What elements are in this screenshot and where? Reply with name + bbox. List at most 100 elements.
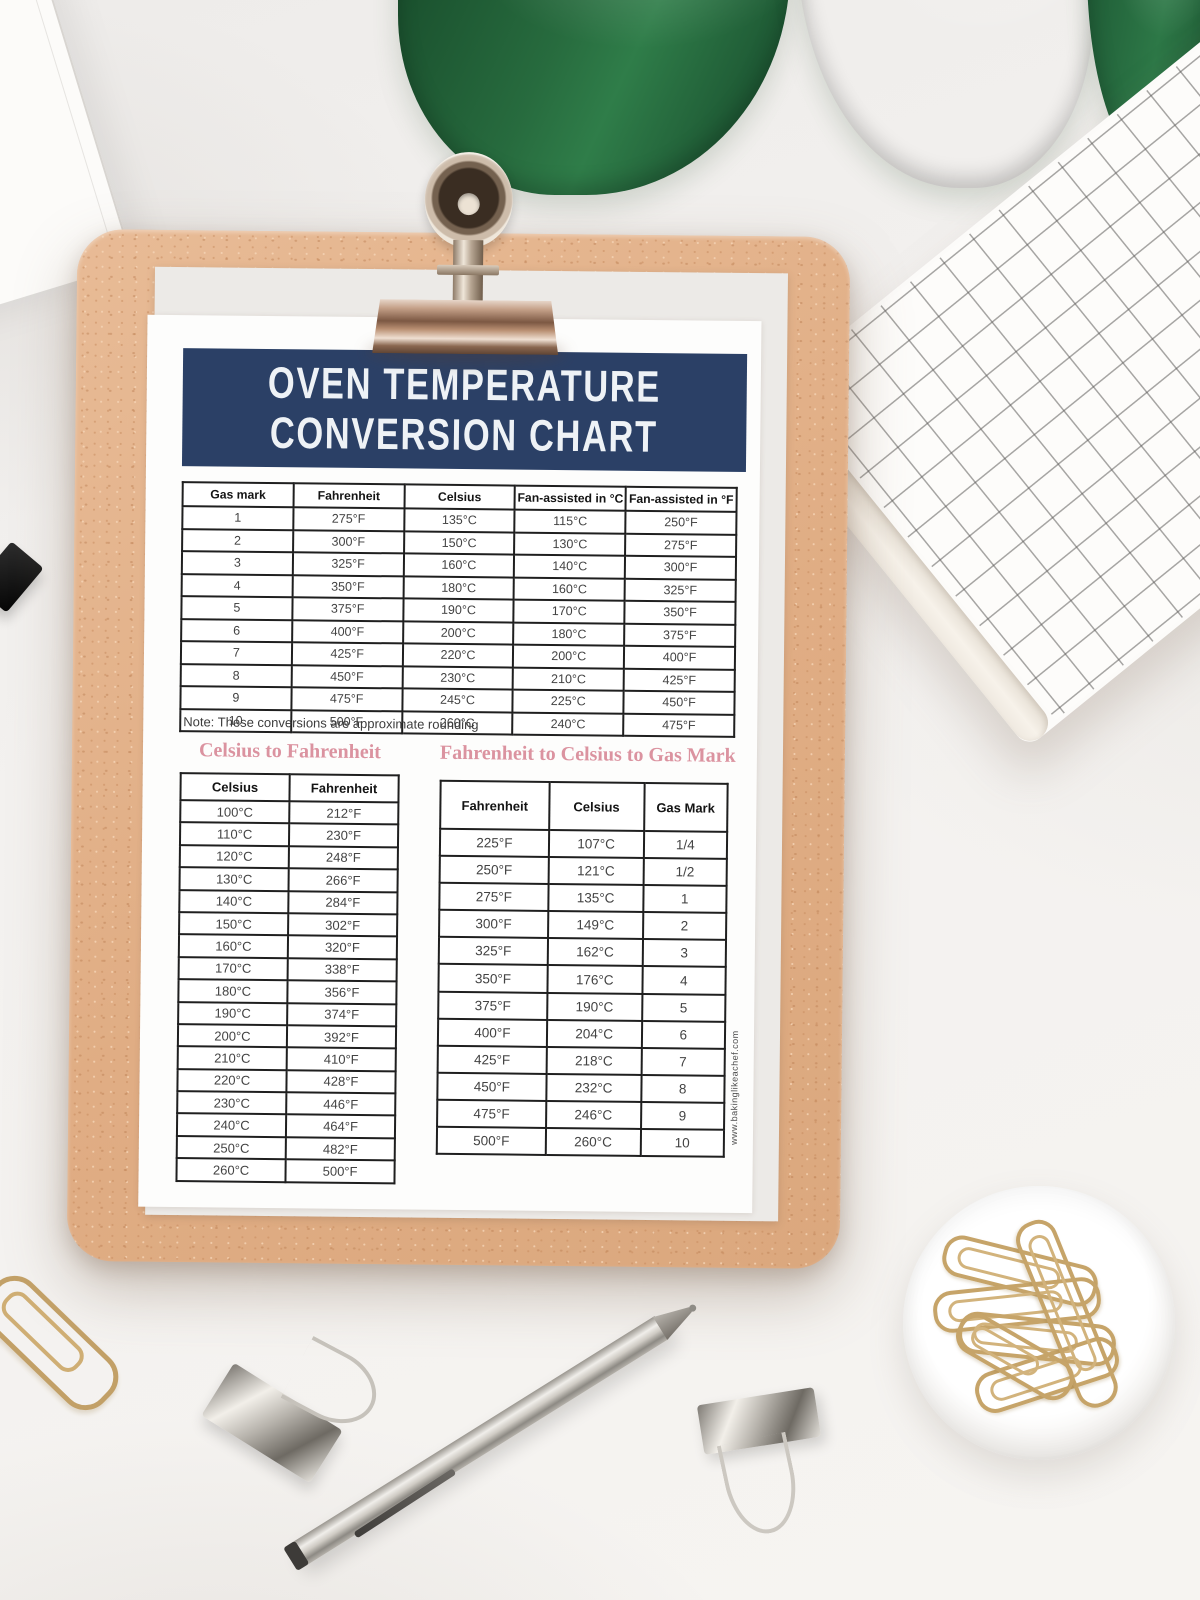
table-cell: 425°F xyxy=(291,642,403,666)
table-cell: 266°F xyxy=(288,868,398,892)
table-cell: 4 xyxy=(181,573,293,598)
table-row: 110°C 230°F xyxy=(179,822,399,848)
table-row: 170°C 338°F xyxy=(178,956,397,982)
table-cell: 200°C xyxy=(513,644,625,669)
table-cell: 4 xyxy=(641,966,726,995)
table-cell: 246°C xyxy=(545,1100,641,1129)
table-cell: 2 xyxy=(642,912,727,941)
column-header: Fan-assisted in °C xyxy=(514,485,626,511)
table-row: 220°C 428°F xyxy=(177,1068,396,1094)
table-cell: 1/2 xyxy=(643,858,727,887)
gas-mark-conversion-table: Gas mark Fahrenheit Celsius Fan-assisted in… xyxy=(179,481,738,738)
table-row: 240°C 464°F xyxy=(176,1113,396,1139)
table-row: 150°C 302°F xyxy=(179,912,398,937)
table-row: 450°F 232°C 8 xyxy=(437,1072,725,1103)
table-cell: 107°C xyxy=(548,829,644,859)
table-cell: 7 xyxy=(180,641,292,665)
table-cell: 220°C xyxy=(402,643,514,668)
table-row: 230°C 446°F xyxy=(177,1091,396,1116)
table-row: 200°C 392°F xyxy=(177,1023,397,1049)
table-cell: 482°F xyxy=(285,1137,395,1161)
bulldog-clip-crossbar xyxy=(436,264,500,276)
column-header: Gas Mark xyxy=(643,782,728,832)
table-cell: 1 xyxy=(642,885,727,914)
table-row: 225°F 107°C 1/4 xyxy=(439,828,728,859)
table-cell: 450°F xyxy=(437,1072,547,1101)
table-cell: 240°C xyxy=(512,712,624,736)
printed-chart-sheet: OVEN TEMPERATURE CONVERSION CHART Gas ma… xyxy=(138,314,762,1214)
table-cell: 3 xyxy=(181,551,293,575)
column-header: Celsius xyxy=(180,773,290,802)
table-cell: 245°C xyxy=(401,688,514,713)
table-cell: 325°F xyxy=(624,578,736,602)
table-cell: 5 xyxy=(181,596,293,620)
table-cell: 130°C xyxy=(179,867,289,891)
table-row: 400°F 204°C 6 xyxy=(437,1018,726,1049)
table-cell: 230°C xyxy=(402,665,514,690)
table-cell: 200°C xyxy=(402,620,514,645)
table-row: 300°F 149°C 2 xyxy=(439,910,727,941)
table-row: 350°F 176°C 4 xyxy=(438,964,726,995)
table-cell: 150°C xyxy=(403,530,515,555)
table-row: 325°F 162°C 3 xyxy=(438,937,727,968)
column-header: Fan-assisted in °F xyxy=(625,486,737,512)
table-cell: 150°C xyxy=(179,912,289,936)
celsius-to-fahrenheit-heading: Celsius to Fahrenheit xyxy=(198,739,381,764)
table-cell: 425°F xyxy=(623,668,735,692)
table-cell: 212°F xyxy=(289,801,399,825)
table-cell: 400°F xyxy=(437,1018,547,1047)
table-cell: 248°F xyxy=(288,846,398,870)
table-cell: 338°F xyxy=(287,957,397,982)
table-row: 260°C 500°F xyxy=(176,1158,395,1183)
table-cell: 375°F xyxy=(292,597,404,621)
table-cell: 350°F xyxy=(438,964,548,993)
table-cell: 240°C xyxy=(176,1113,287,1138)
note-text: Note: These conversions are approximate … xyxy=(183,714,479,733)
table-cell: 250°C xyxy=(176,1135,286,1160)
table-cell: 162°C xyxy=(547,938,643,967)
table-cell: 200°C xyxy=(177,1023,288,1048)
table-cell: 140°C xyxy=(179,889,289,914)
page-title-line1: OVEN TEMPERATURE xyxy=(268,357,662,412)
table-cell: 300°F xyxy=(624,555,737,580)
table-cell: 375°F xyxy=(624,623,736,647)
table-cell: 210°C xyxy=(177,1046,287,1070)
celsius-to-fahrenheit-table: Celsius Fahrenheit 100°C 212°F 110°C 230°F 120… xyxy=(175,772,400,1185)
table-cell: 115°C xyxy=(514,509,626,534)
header-row: Celsius Fahrenheit xyxy=(180,773,399,803)
table-cell: 446°F xyxy=(286,1092,396,1116)
bulldog-clip-clamp xyxy=(372,299,559,355)
table-cell: 392°F xyxy=(286,1025,397,1049)
table-cell: 325°F xyxy=(292,552,404,576)
bulldog-clip-hole xyxy=(457,192,480,216)
table-cell: 170°C xyxy=(178,956,288,981)
table-cell: 160°C xyxy=(403,553,515,578)
table-cell: 230°C xyxy=(177,1091,287,1115)
table-cell: 500°F xyxy=(436,1126,546,1156)
table-cell: 140°C xyxy=(514,554,626,579)
table-cell: 8 xyxy=(180,663,292,688)
table-cell: 6 xyxy=(181,618,293,643)
table-cell: 350°F xyxy=(624,600,736,625)
table-cell: 475°F xyxy=(291,687,403,711)
table-cell: 410°F xyxy=(286,1047,396,1072)
table-cell: 180°C xyxy=(513,622,625,646)
table-cell: 180°C xyxy=(403,575,515,600)
column-header: Celsius xyxy=(548,781,645,831)
table-cell: 300°F xyxy=(292,529,404,554)
table-row: 250°F 121°C 1/2 xyxy=(439,855,727,887)
table-cell: 149°C xyxy=(547,911,643,940)
table-cell: 260°C xyxy=(545,1127,641,1157)
table-cell: 450°F xyxy=(623,690,735,715)
table-cell: 230°F xyxy=(288,823,399,848)
table-cell: 1/4 xyxy=(643,830,728,859)
table-cell: 7 xyxy=(641,1047,725,1076)
table-row: 375°F 190°C 5 xyxy=(438,991,726,1022)
table-row: 160°C 320°F xyxy=(178,934,398,960)
table-cell: 375°F xyxy=(438,991,548,1020)
table-row: 120°C 248°F xyxy=(179,844,398,870)
fahrenheit-to-gas-heading: Fahrenheit to Celsius to Gas Mark xyxy=(439,741,736,767)
clipboard: OVEN TEMPERATURE CONVERSION CHART Gas ma… xyxy=(66,151,851,1270)
table-cell: 100°C xyxy=(180,800,290,824)
